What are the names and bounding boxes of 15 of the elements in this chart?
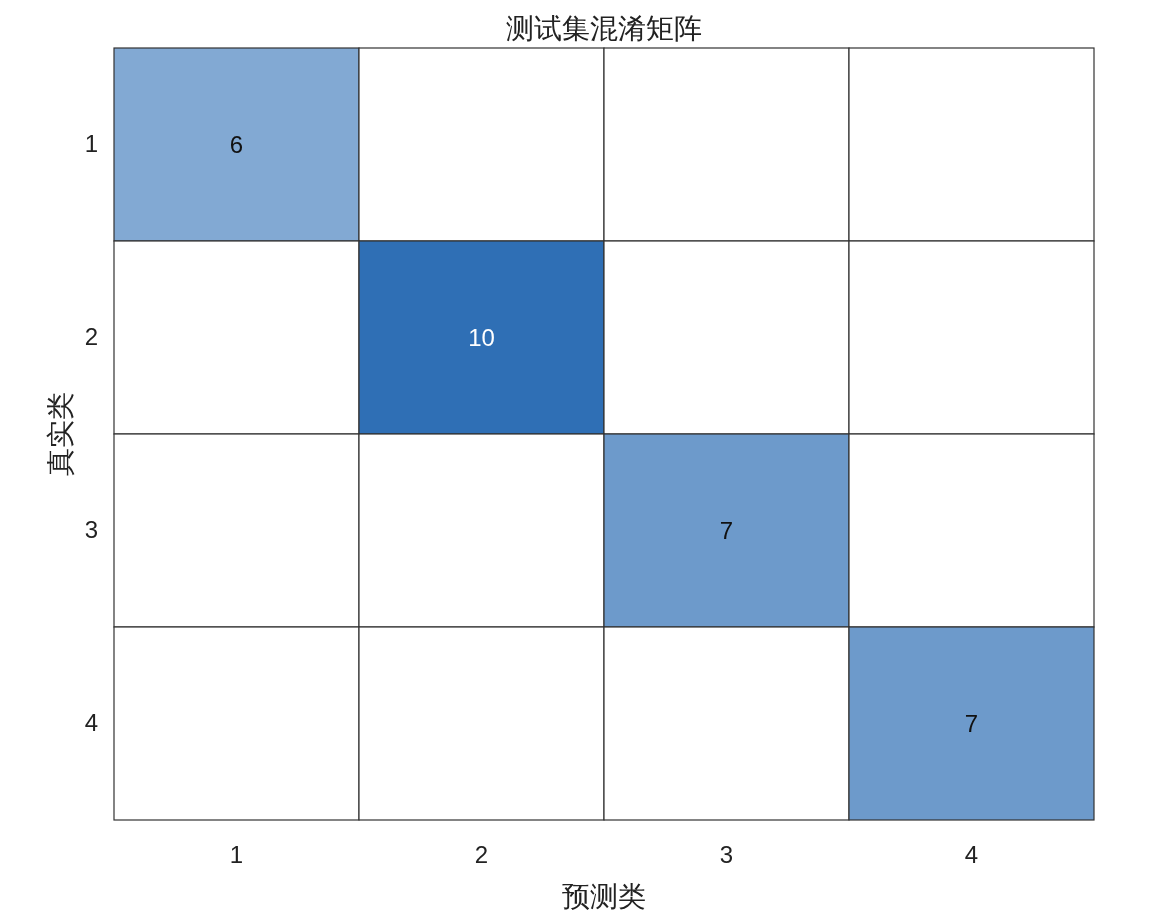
- y-tick-label: 2: [84, 323, 98, 351]
- x-tick-label: 3: [719, 841, 734, 869]
- y-tick-label: 3: [84, 516, 98, 544]
- x-tick-label: 1: [229, 841, 244, 869]
- y-tick-label: 4: [84, 709, 98, 737]
- data-label: 7: [964, 710, 979, 737]
- x-tick-label: 4: [964, 841, 979, 869]
- data-label: 6: [229, 131, 244, 158]
- data-label: 7: [719, 517, 734, 544]
- data-label: 10: [468, 324, 495, 351]
- x-tick-label: 2: [474, 841, 489, 869]
- y-axis-title: 真实类: [45, 392, 76, 476]
- x-axis-title: 预测类: [562, 881, 646, 912]
- y-tick-label: 1: [84, 130, 98, 158]
- chart-title: 测试集混淆矩阵: [506, 13, 702, 44]
